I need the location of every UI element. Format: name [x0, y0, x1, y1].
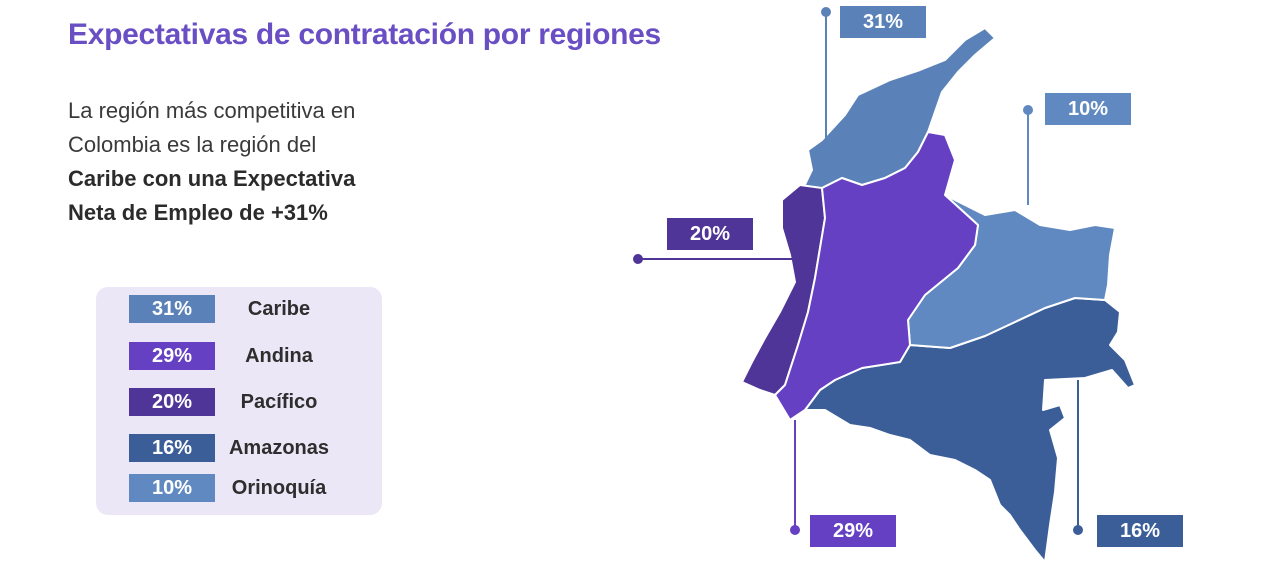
page-title: Expectativas de contratación por regione…: [68, 18, 661, 51]
callout-dot-orinoquia: [1023, 105, 1033, 115]
callout-dot-andina: [790, 525, 800, 535]
callout-dot-caribe: [821, 7, 831, 17]
intro-text: La región más competitiva en Colombia es…: [68, 94, 448, 230]
legend-value-andina: 29%: [129, 342, 215, 370]
callout-orinoquia: 10%: [1045, 93, 1131, 125]
callout-pacifico: 20%: [667, 218, 753, 250]
legend-value-pacifico: 20%: [129, 388, 215, 416]
legend-label-andina: Andina: [245, 344, 313, 367]
legend-row-andina: 29% Andina: [96, 342, 382, 372]
region-andina: [774, 131, 979, 421]
legend-row-amazonas: 16% Amazonas: [96, 434, 382, 464]
region-caribe: [799, 27, 996, 196]
legend-value-caribe: 31%: [129, 295, 215, 323]
callout-amazonas: 16%: [1097, 515, 1183, 547]
intro-line-1: La región más competitiva en: [68, 98, 356, 123]
legend-value-amazonas: 16%: [129, 434, 215, 462]
callout-andina: 29%: [810, 515, 896, 547]
callout-dot-amazonas: [1073, 525, 1083, 535]
callout-caribe: 31%: [840, 6, 926, 38]
legend-label-orinoquia: Orinoquía: [231, 476, 327, 499]
intro-line-4: Neta de Empleo de +31%: [68, 200, 328, 225]
callout-dot-pacifico: [633, 254, 643, 264]
legend-row-caribe: 31% Caribe: [96, 295, 382, 325]
intro-line-2: Colombia es la región del: [68, 132, 317, 157]
legend-row-orinoquia: 10% Orinoquía: [96, 474, 382, 504]
intro-line-3: Caribe con una Expectativa: [68, 166, 356, 191]
legend-value-orinoquia: 10%: [129, 474, 215, 502]
legend-label-caribe: Caribe: [247, 297, 311, 320]
legend-label-pacifico: Pacífico: [240, 390, 318, 413]
legend-panel: 31% Caribe 29% Andina 20% Pacífico 16% A…: [96, 287, 382, 515]
legend-row-pacifico: 20% Pacífico: [96, 388, 382, 418]
legend-label-amazonas: Amazonas: [228, 436, 330, 459]
